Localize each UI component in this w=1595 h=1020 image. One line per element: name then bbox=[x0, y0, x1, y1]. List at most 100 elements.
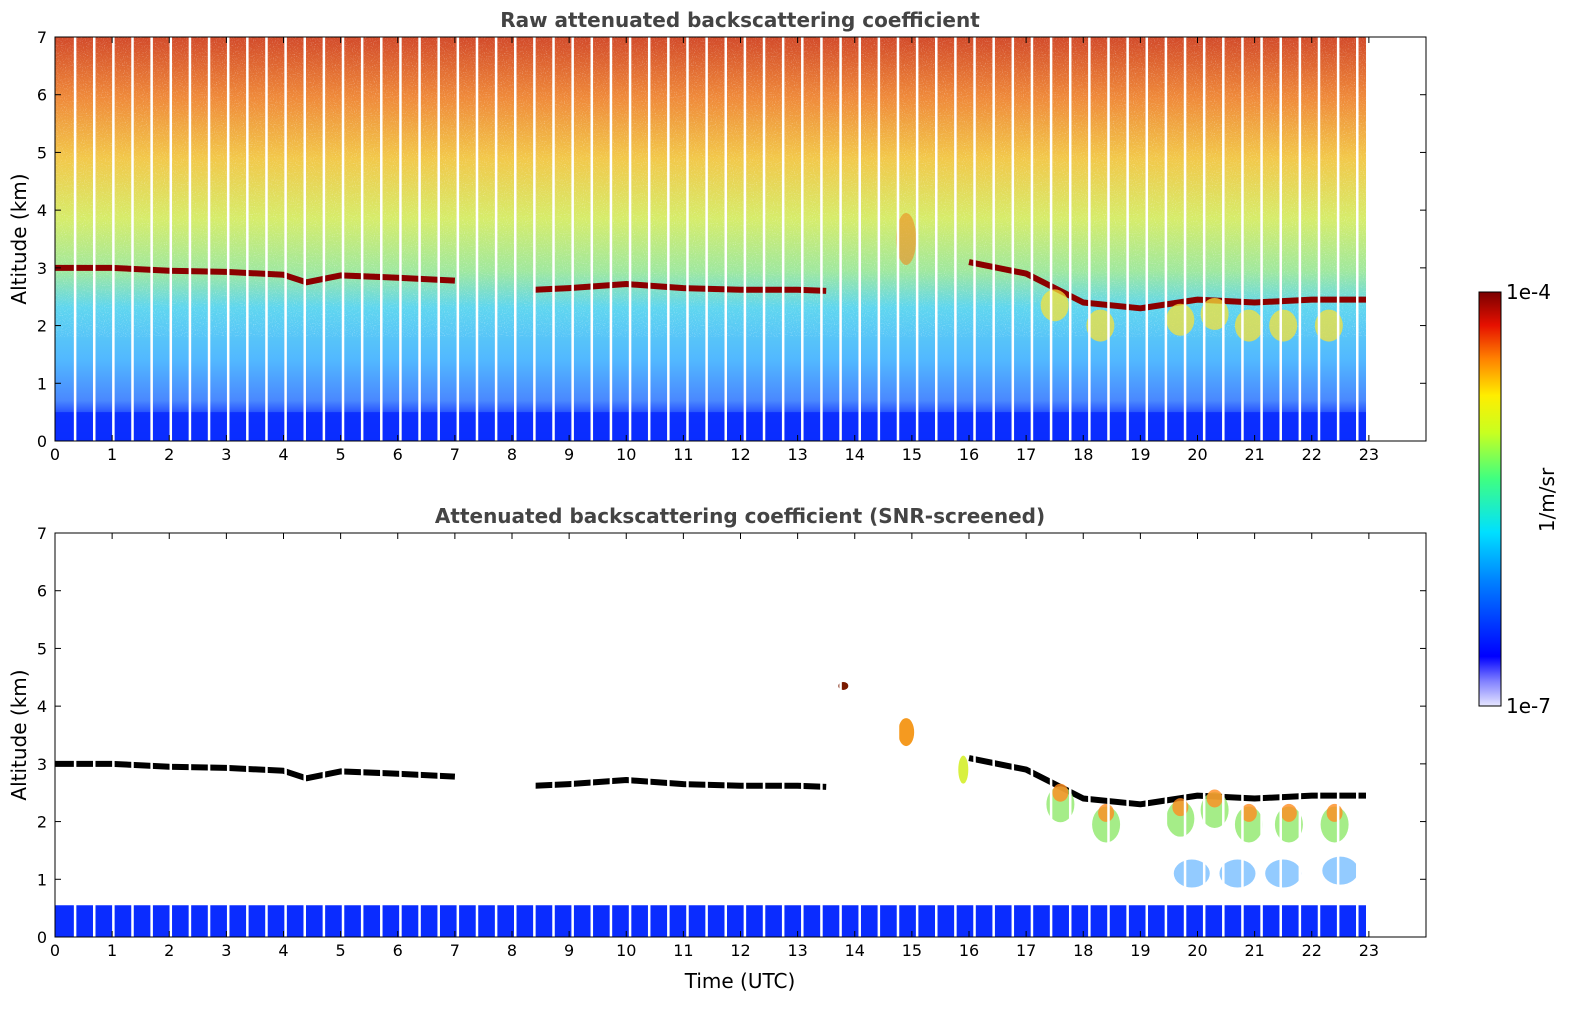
data-gap bbox=[188, 37, 192, 441]
data-gap bbox=[1126, 37, 1129, 441]
x-tick-label: 3 bbox=[221, 941, 231, 960]
data-gap bbox=[1145, 37, 1149, 441]
cloud-layer bbox=[968, 259, 1366, 312]
cloud-patch bbox=[1200, 298, 1229, 331]
cloud-patch-core bbox=[1052, 783, 1069, 802]
data-gap bbox=[207, 533, 211, 937]
cloud-patch bbox=[1269, 309, 1298, 342]
cloud-patch-core bbox=[1326, 803, 1343, 822]
y-tick-label: 6 bbox=[37, 582, 47, 601]
cloud-patch bbox=[1040, 289, 1069, 322]
data-gap bbox=[628, 533, 632, 937]
data-gap bbox=[935, 37, 938, 441]
y-tick-label: 3 bbox=[37, 259, 47, 278]
data-gap bbox=[1107, 37, 1110, 441]
data-gap bbox=[1356, 37, 1359, 441]
x-tick-label: 20 bbox=[1187, 941, 1207, 960]
data-gap bbox=[571, 533, 574, 937]
colorbar-min-label: 1e-7 bbox=[1506, 694, 1551, 718]
colorbar-unit-label: 1/m/sr bbox=[1535, 467, 1559, 532]
data-gap bbox=[915, 37, 919, 441]
data-gap bbox=[667, 37, 670, 441]
data-gap bbox=[647, 533, 651, 937]
x-tick-label: 23 bbox=[1359, 941, 1379, 960]
x-tick-label: 17 bbox=[1016, 941, 1036, 960]
data-gap bbox=[1088, 37, 1091, 441]
data-gap bbox=[226, 533, 230, 937]
x-tick-label: 9 bbox=[564, 445, 574, 464]
data-gap bbox=[475, 533, 479, 937]
data-gap bbox=[1336, 37, 1340, 441]
screened-backscatter-panel: Attenuated backscattering coefficient (S… bbox=[7, 504, 1427, 993]
data-gap bbox=[399, 533, 402, 937]
screened-panel-title: Attenuated backscattering coefficient (S… bbox=[435, 504, 1045, 528]
data-gap bbox=[1317, 533, 1321, 937]
data-gap bbox=[1298, 37, 1302, 441]
data-gap bbox=[590, 533, 594, 937]
data-gap bbox=[609, 37, 613, 441]
data-gap bbox=[207, 37, 211, 441]
data-gap bbox=[533, 37, 536, 441]
data-gap bbox=[1298, 533, 1302, 937]
data-gap bbox=[992, 533, 995, 937]
raw-y-axis: 0 1 2 3 4 5 6 7 bbox=[37, 28, 1426, 451]
cloud-layer bbox=[534, 281, 827, 294]
data-gap bbox=[1241, 37, 1244, 441]
data-gap bbox=[437, 533, 440, 937]
x-tick-label: 19 bbox=[1130, 941, 1150, 960]
aerosol-patch bbox=[1173, 859, 1210, 888]
data-gap bbox=[571, 37, 574, 441]
data-gap bbox=[1068, 533, 1072, 937]
raw-panel-title: Raw attenuated backscattering coefficien… bbox=[500, 8, 980, 32]
x-tick-label: 2 bbox=[164, 445, 174, 464]
data-gap bbox=[896, 533, 900, 937]
x-tick-label: 14 bbox=[845, 445, 865, 464]
data-gap bbox=[896, 37, 900, 441]
data-gap bbox=[1164, 37, 1168, 441]
raw-x-axis: 0 1 2 3 4 5 6 7 8 9 10 11 12 13 14 15 16 17 18 19 20 21 22 23 bbox=[50, 37, 1379, 464]
x-tick-label: 4 bbox=[278, 445, 288, 464]
screened-y-axis: 0 1 2 3 4 5 6 7 bbox=[37, 524, 1426, 947]
data-gap bbox=[1068, 37, 1072, 441]
data-gap bbox=[73, 533, 77, 937]
data-gap bbox=[246, 533, 249, 937]
screened-data-gaps bbox=[73, 533, 1426, 937]
data-gap bbox=[1107, 533, 1110, 937]
data-gap bbox=[1279, 37, 1282, 441]
data-gap bbox=[1260, 37, 1263, 441]
data-gap bbox=[284, 533, 287, 937]
data-gap bbox=[954, 37, 957, 441]
x-tick-label: 11 bbox=[673, 941, 693, 960]
data-gap bbox=[1011, 533, 1015, 937]
data-gap bbox=[705, 533, 708, 937]
x-tick-label: 9 bbox=[564, 941, 574, 960]
aerosol-patch bbox=[1219, 859, 1256, 888]
data-gap bbox=[418, 533, 421, 937]
data-gap bbox=[131, 533, 134, 937]
data-gap bbox=[380, 533, 383, 937]
x-tick-label: 6 bbox=[393, 941, 403, 960]
data-gap bbox=[839, 37, 842, 441]
data-gap bbox=[1030, 533, 1034, 937]
data-gap bbox=[265, 37, 268, 441]
data-gap bbox=[1088, 533, 1091, 937]
cloud-patch bbox=[896, 213, 917, 265]
data-gap bbox=[380, 37, 383, 441]
raw-backscatter-panel: Raw attenuated backscattering coefficien… bbox=[7, 8, 1427, 464]
data-gap bbox=[1049, 37, 1053, 441]
data-gap bbox=[590, 37, 594, 441]
data-gap bbox=[762, 533, 766, 937]
data-gap bbox=[92, 533, 96, 937]
data-gap bbox=[1183, 533, 1187, 937]
data-gap bbox=[762, 37, 766, 441]
data-gap bbox=[915, 533, 919, 937]
cloud-layer bbox=[968, 755, 1366, 808]
y-tick-label: 7 bbox=[37, 28, 47, 47]
data-gap bbox=[724, 533, 728, 937]
data-gap bbox=[150, 37, 153, 441]
data-gap bbox=[839, 533, 842, 937]
colorbar-max-label: 1e-4 bbox=[1506, 280, 1551, 304]
x-tick-label: 15 bbox=[902, 445, 922, 464]
x-tick-label: 7 bbox=[450, 445, 460, 464]
data-gap bbox=[667, 533, 670, 937]
